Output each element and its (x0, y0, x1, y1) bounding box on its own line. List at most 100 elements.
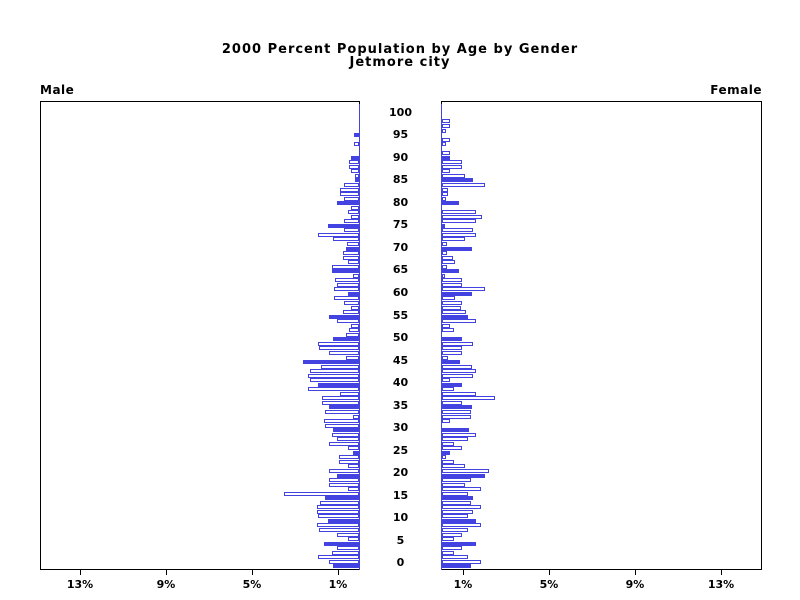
female-zero-axis-line (441, 104, 442, 570)
male-bar-age-90 (351, 155, 359, 160)
male-bar-age-9 (317, 523, 359, 528)
male-bar-age-44 (321, 364, 359, 369)
age-tick-label-50: 50 (392, 331, 409, 344)
female-bar-age-22 (442, 464, 465, 469)
male-bar-age-72 (333, 237, 359, 242)
female-bar-age-72 (442, 237, 465, 242)
male-bar-age-70 (346, 246, 359, 251)
male-bar-age-58 (344, 301, 359, 305)
female-bar-age-64 (442, 273, 445, 278)
female-bar-age-56 (442, 310, 466, 315)
female-bar-age-41 (442, 378, 450, 383)
female-bar-age-46 (442, 355, 448, 360)
right-pct-tick-label-1: 1% (453, 578, 473, 591)
male-bar-age-76 (344, 219, 359, 224)
male-bar-age-49 (318, 341, 359, 346)
male-bar-age-6 (348, 537, 359, 542)
female-bar-age-57 (442, 305, 461, 310)
female-bar-age-15 (442, 496, 473, 501)
male-bar-age-2 (318, 555, 359, 560)
male-bar-age-15 (325, 496, 359, 501)
female-bar-age-10 (442, 518, 476, 523)
male-bar-age-80 (337, 201, 359, 206)
female-bar-age-18 (442, 482, 465, 487)
female-bar-age-7 (442, 532, 462, 537)
female-bar-age-94 (442, 137, 450, 142)
age-tick-label-80: 80 (392, 195, 409, 209)
male-bar-age-37 (322, 396, 359, 401)
male-bar-age-19 (329, 478, 359, 482)
male-bar-age-95 (354, 133, 359, 137)
male-bar-age-27 (329, 441, 359, 446)
male-bar-age-18 (329, 482, 359, 487)
female-bar-age-97 (442, 123, 450, 128)
male-panel (40, 101, 360, 570)
left-pct-tick-13 (80, 570, 81, 575)
female-bar-age-13 (442, 505, 481, 510)
female-bar-age-84 (442, 182, 485, 187)
age-tick-label-0: 0 (396, 556, 405, 570)
age-tick-label-25: 25 (392, 443, 409, 457)
age-tick-label-20: 20 (392, 466, 409, 480)
female-bar-age-19 (442, 478, 471, 482)
right-pct-tick-label-13: 13% (707, 578, 735, 591)
female-bar-age-73 (442, 232, 476, 237)
female-bar-age-87 (442, 169, 450, 174)
male-bar-age-29 (332, 432, 359, 437)
female-bar-age-91 (442, 151, 450, 156)
male-bar-age-93 (354, 142, 359, 147)
male-bar-age-61 (334, 287, 359, 292)
male-bar-age-55 (329, 314, 359, 319)
male-bar-age-23 (339, 459, 359, 464)
female-bar-age-69 (442, 251, 447, 255)
female-bar-age-66 (442, 264, 447, 269)
male-bar-age-67 (348, 260, 359, 265)
male-bar-age-36 (322, 400, 359, 405)
male-bar-age-35 (329, 405, 359, 410)
female-bar-age-11 (442, 514, 468, 519)
female-bar-age-9 (442, 523, 481, 528)
male-bar-age-63 (335, 278, 359, 283)
male-bar-age-7 (337, 532, 359, 537)
male-bar-age-4 (337, 546, 359, 551)
female-bar-age-26 (442, 446, 462, 451)
male-bar-age-85 (355, 178, 359, 183)
female-bar-age-33 (442, 414, 471, 419)
male-bar-age-34 (325, 409, 359, 414)
female-bar-age-29 (442, 432, 476, 437)
female-bar-age-20 (442, 473, 485, 478)
male-bar-age-22 (348, 464, 359, 469)
male-bar-age-50 (333, 337, 359, 342)
female-bar-age-3 (442, 550, 454, 555)
right-pct-tick-9 (635, 570, 636, 575)
right-pct-tick-13 (721, 570, 722, 575)
male-bar-age-73 (318, 232, 359, 237)
female-bar-age-30 (442, 428, 469, 433)
female-bar-age-17 (442, 487, 481, 492)
male-bar-age-40 (318, 382, 359, 387)
male-bar-age-20 (337, 473, 359, 478)
female-bar-age-52 (442, 328, 454, 333)
left-pct-tick-label-13: 13% (66, 578, 94, 591)
right-pct-tick-1 (463, 570, 464, 575)
female-bar-age-45 (442, 360, 460, 364)
male-bar-age-60 (348, 291, 359, 296)
male-bar-age-59 (334, 296, 359, 301)
female-bar-age-96 (442, 128, 446, 133)
chart-title: 2000 Percent Population by Age by Gender (221, 42, 579, 57)
male-bar-age-5 (324, 541, 359, 546)
female-bar-age-77 (442, 214, 482, 219)
age-tick-label-85: 85 (392, 173, 409, 187)
female-bar-age-37 (442, 396, 495, 401)
male-bar-age-74 (344, 228, 359, 233)
male-bar-age-32 (324, 419, 359, 423)
female-bar-age-85 (442, 178, 473, 183)
left-pct-tick-5 (252, 570, 253, 575)
female-bar-age-2 (442, 555, 468, 560)
male-bar-age-83 (340, 187, 359, 192)
female-bar-age-75 (442, 223, 445, 228)
female-bar-age-88 (442, 164, 462, 169)
male-bar-age-89 (349, 160, 359, 165)
male-bar-age-53 (351, 323, 359, 328)
